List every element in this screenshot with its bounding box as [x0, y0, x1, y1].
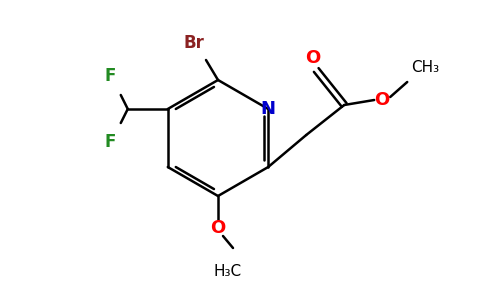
Text: O: O	[305, 49, 321, 67]
Text: CH₃: CH₃	[411, 59, 439, 74]
Text: O: O	[211, 219, 226, 237]
Text: H₃C: H₃C	[214, 265, 242, 280]
Text: N: N	[261, 100, 276, 118]
Text: O: O	[375, 91, 390, 109]
Text: F: F	[104, 67, 116, 85]
Text: F: F	[104, 133, 116, 151]
Text: Br: Br	[183, 34, 204, 52]
